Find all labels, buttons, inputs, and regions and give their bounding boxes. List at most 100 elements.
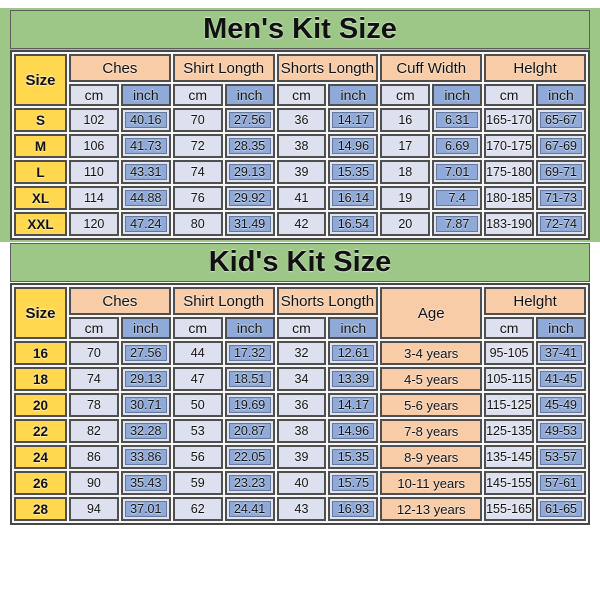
cm-value-cell: 59 — [172, 471, 223, 495]
cm-value-cell: 110 — [68, 160, 119, 184]
inch-value: 14.96 — [332, 423, 375, 439]
inch-value: 29.92 — [228, 190, 271, 206]
cm-value-cell: 20 — [380, 212, 431, 236]
inch-value: 15.35 — [332, 164, 375, 180]
mens-size-table: Size Ches Shirt Longth Shorts Longth Cuf… — [10, 50, 590, 240]
cm-value-cell: 72 — [172, 134, 223, 158]
inch-value-cell: 15.75 — [328, 471, 379, 495]
table-row: XXL 120 47.24 80 31.49 42 16.54 20 7.87 183-190 72… — [14, 212, 586, 236]
cm-value-cell: 43 — [276, 497, 327, 521]
unit-cm-header: cm — [68, 317, 119, 339]
size-cell: 26 — [14, 471, 67, 495]
unit-inch-header: inch — [536, 84, 586, 106]
cm-value-cell: 70 — [172, 108, 223, 132]
cm-value-cell: 82 — [68, 419, 119, 443]
cm-value-cell: 39 — [276, 160, 327, 184]
age-cell: 8-9 years — [380, 445, 483, 469]
cm-value-cell: 47 — [172, 367, 223, 391]
inch-value: 57-61 — [540, 475, 582, 491]
age-cell: 4-5 years — [380, 367, 483, 391]
inch-value-cell: 71-73 — [536, 186, 586, 210]
inch-value-cell: 44.88 — [120, 186, 171, 210]
cm-value-cell: 125-135 — [484, 419, 534, 443]
cm-value-cell: 106 — [68, 134, 119, 158]
inch-value-cell: 28.35 — [224, 134, 275, 158]
inch-value-cell: 65-67 — [536, 108, 586, 132]
inch-value: 61-65 — [540, 501, 582, 517]
inch-value-cell: 19.69 — [224, 393, 275, 417]
inch-value: 6.31 — [436, 112, 479, 128]
inch-value: 15.75 — [332, 475, 375, 491]
inch-value-cell: 14.17 — [328, 393, 379, 417]
kids-size-table: Size Ches Shirt Longth Shorts Longth Age… — [10, 283, 590, 525]
column-header-helght: Helght — [484, 287, 586, 315]
mens-group-header-row: Size Ches Shirt Longth Shorts Longth Cuf… — [14, 54, 586, 106]
unit-cm-header: cm — [276, 317, 327, 339]
age-cell: 10-11 years — [380, 471, 483, 495]
unit-cm-header: cm — [484, 84, 534, 106]
cm-value-cell: 94 — [68, 497, 119, 521]
column-header-cuff-width: Cuff Width — [380, 54, 483, 82]
size-cell: XXL — [14, 212, 67, 236]
inch-value: 45-49 — [540, 397, 582, 413]
inch-value: 71-73 — [540, 190, 582, 206]
table-row: S 102 40.16 70 27.56 36 14.17 16 6.31 165-170 65-6… — [14, 108, 586, 132]
cm-value-cell: 40 — [276, 471, 327, 495]
inch-value-cell: 15.35 — [328, 445, 379, 469]
inch-value: 27.56 — [124, 345, 167, 361]
inch-value: 27.56 — [228, 112, 271, 128]
inch-value: 24.41 — [228, 501, 271, 517]
inch-value-cell: 30.71 — [120, 393, 171, 417]
size-cell: 28 — [14, 497, 67, 521]
mens-units-header-row: cm inch cm inch cm inch cm inch cm inch — [14, 84, 586, 106]
cm-value-cell: 86 — [68, 445, 119, 469]
age-cell: 7-8 years — [380, 419, 483, 443]
inch-value-cell: 43.31 — [120, 160, 171, 184]
inch-value: 16.54 — [332, 216, 375, 232]
inch-value-cell: 49-53 — [536, 419, 586, 443]
inch-value: 65-67 — [540, 112, 582, 128]
inch-value: 40.16 — [124, 112, 167, 128]
inch-value-cell: 37-41 — [536, 341, 586, 365]
cm-value-cell: 180-185 — [484, 186, 534, 210]
cm-value-cell: 95-105 — [484, 341, 534, 365]
inch-value-cell: 6.69 — [432, 134, 483, 158]
cm-value-cell: 16 — [380, 108, 431, 132]
inch-value-cell: 17.32 — [224, 341, 275, 365]
inch-value: 37-41 — [540, 345, 582, 361]
inch-value: 7.01 — [436, 164, 479, 180]
cm-value-cell: 19 — [380, 186, 431, 210]
column-header-ches: Ches — [68, 287, 171, 315]
cm-value-cell: 32 — [276, 341, 327, 365]
size-column-header: Size — [14, 287, 67, 339]
size-cell: M — [14, 134, 67, 158]
cm-value-cell: 56 — [172, 445, 223, 469]
inch-value-cell: 32.28 — [120, 419, 171, 443]
inch-value: 22.05 — [228, 449, 271, 465]
unit-inch-header: inch — [120, 84, 171, 106]
column-header-helght: Helght — [484, 54, 586, 82]
inch-value: 16.14 — [332, 190, 375, 206]
inch-value: 7.87 — [436, 216, 479, 232]
unit-cm-header: cm — [172, 84, 223, 106]
inch-value: 41.73 — [124, 138, 167, 154]
inch-value-cell: 45-49 — [536, 393, 586, 417]
inch-value: 19.69 — [228, 397, 271, 413]
mens-section: Men's Kit Size Size Ches Shirt Longth Sh… — [0, 8, 600, 242]
inch-value-cell: 41.73 — [120, 134, 171, 158]
size-cell: 20 — [14, 393, 67, 417]
size-cell: XL — [14, 186, 67, 210]
unit-cm-header: cm — [68, 84, 119, 106]
cm-value-cell: 36 — [276, 393, 327, 417]
inch-value: 13.39 — [332, 371, 375, 387]
table-row: XL 114 44.88 76 29.92 41 16.14 19 7.4 180-185 71-7… — [14, 186, 586, 210]
inch-value-cell: 14.96 — [328, 419, 379, 443]
inch-value: 72-74 — [540, 216, 582, 232]
inch-value-cell: 33.86 — [120, 445, 171, 469]
size-cell: S — [14, 108, 67, 132]
cm-value-cell: 41 — [276, 186, 327, 210]
inch-value-cell: 41-45 — [536, 367, 586, 391]
mens-kit-title: Men's Kit Size — [10, 10, 590, 49]
cm-value-cell: 155-165 — [484, 497, 534, 521]
cm-value-cell: 183-190 — [484, 212, 534, 236]
